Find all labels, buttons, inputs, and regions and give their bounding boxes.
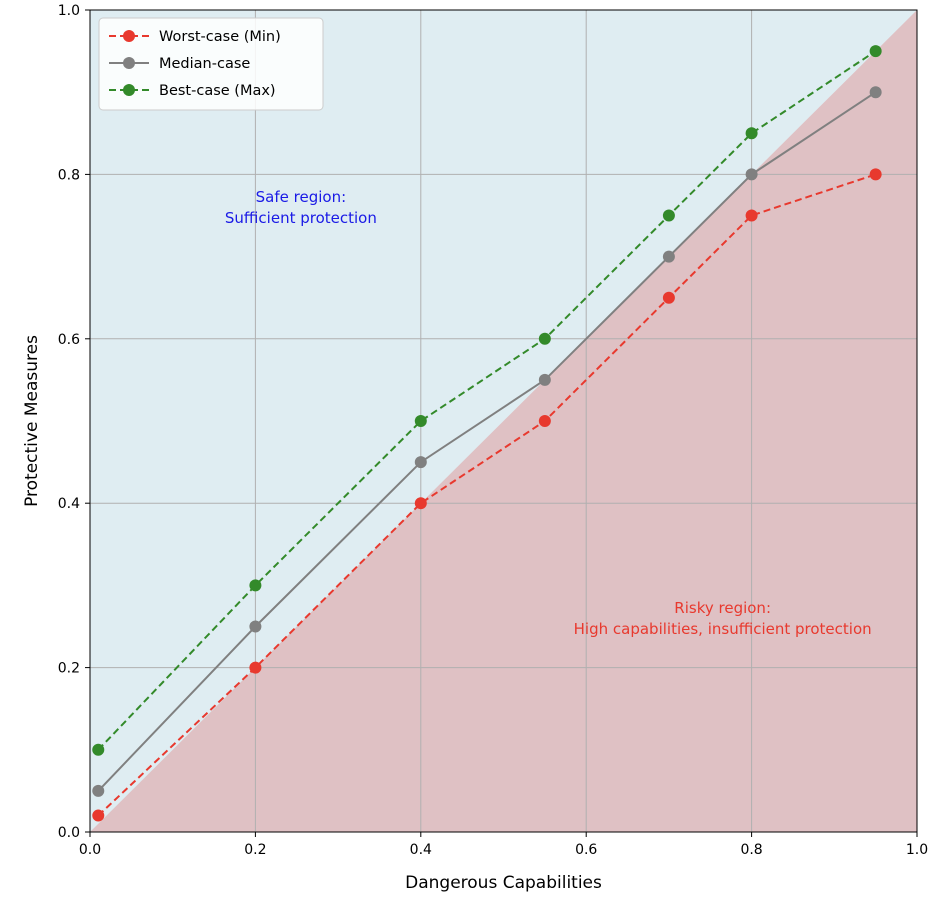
series-0-point-3 bbox=[538, 415, 551, 427]
x-ticks: 0.0 0.2 0.4 0.6 0.8 1.0 bbox=[79, 832, 928, 858]
series-2-point-3 bbox=[538, 332, 551, 345]
x-tick-label-2: 0.4 bbox=[410, 842, 432, 858]
series-1-point-6 bbox=[869, 86, 882, 99]
x-axis-label: Dangerous Capabilities bbox=[405, 873, 602, 893]
series-0-point-1 bbox=[249, 661, 262, 674]
series-1-point-4 bbox=[662, 250, 675, 263]
x-tick-label-3: 0.6 bbox=[575, 842, 597, 858]
legend-label-2: Best-case (Max) bbox=[159, 83, 276, 99]
legend-label-0: Worst-case (Min) bbox=[159, 29, 281, 45]
y-tick-label-3: 0.6 bbox=[58, 332, 80, 348]
x-tick-label-5: 1.0 bbox=[906, 842, 928, 858]
legend-marker-1 bbox=[123, 57, 135, 69]
series-1-point-2 bbox=[414, 456, 427, 469]
y-ticks: 0.0 0.2 0.4 0.6 0.8 1.0 bbox=[58, 3, 90, 841]
series-1-point-5 bbox=[745, 168, 758, 181]
annotation-0-line-1: Sufficient protection bbox=[225, 209, 377, 227]
legend-marker-2 bbox=[123, 84, 135, 96]
legend-label-1: Median-case bbox=[159, 56, 250, 72]
series-0-point-5 bbox=[745, 209, 758, 222]
series-1-point-3 bbox=[538, 373, 551, 386]
series-2-point-1 bbox=[249, 579, 262, 592]
y-tick-label-1: 0.2 bbox=[58, 661, 80, 677]
series-0-point-4 bbox=[662, 291, 675, 304]
series-2-point-5 bbox=[745, 127, 758, 140]
series-0-point-0 bbox=[92, 809, 105, 822]
y-axis-label: Protective Measures bbox=[22, 335, 42, 507]
x-tick-label-0: 0.0 bbox=[79, 842, 101, 858]
annotations: Safe region: Sufficient protection Risky r… bbox=[225, 188, 872, 638]
series-2-point-4 bbox=[662, 209, 675, 222]
series-1-point-1 bbox=[249, 620, 262, 633]
y-tick-label-2: 0.4 bbox=[58, 496, 80, 512]
series-2-point-2 bbox=[414, 415, 427, 427]
series-2-point-6 bbox=[869, 45, 882, 58]
regions bbox=[90, 10, 917, 832]
legend-box bbox=[98, 17, 324, 111]
annotation-0-line-0: Safe region: bbox=[256, 188, 346, 206]
legend-marker-0 bbox=[123, 30, 135, 42]
y-tick-label-4: 0.8 bbox=[58, 167, 80, 183]
legend: Worst-case (Min) Median-case Best-case (Ma… bbox=[98, 17, 324, 111]
annotation-1-line-1: High capabilities, insufficient protecti… bbox=[574, 620, 872, 638]
annotation-1-line-0: Risky region: bbox=[674, 599, 771, 617]
y-tick-label-5: 1.0 bbox=[58, 3, 80, 19]
series-0-point-2 bbox=[414, 497, 427, 510]
series-0-point-6 bbox=[869, 168, 882, 181]
x-tick-label-1: 0.2 bbox=[244, 842, 266, 858]
series-group bbox=[92, 45, 882, 822]
y-tick-label-0: 0.0 bbox=[58, 825, 80, 841]
series-2-point-0 bbox=[92, 743, 105, 756]
series-1-point-0 bbox=[92, 784, 105, 797]
plot-frame bbox=[89, 9, 918, 833]
x-tick-label-4: 0.8 bbox=[740, 842, 762, 858]
